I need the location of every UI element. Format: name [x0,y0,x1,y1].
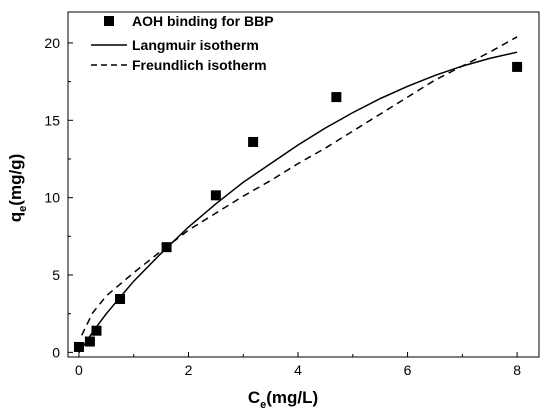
data-point-square [161,242,172,253]
y-axis: 0 5 10 15 20 [44,35,73,360]
y-tick-label: 10 [44,190,60,206]
y-tick-label: 0 [52,344,60,360]
x-axis-label: Ce(mg/L) [248,388,318,411]
freundlich-isotherm-line [81,36,518,336]
x-axis: 0 2 4 6 8 [75,352,521,378]
data-point-square [73,341,84,352]
legend-label-points: AOH binding for BBP [132,13,274,29]
x-tick-label: 0 [75,362,83,378]
x-tick-label: 2 [185,362,193,378]
legend: AOH binding for BBP Langmuir isotherm Fr… [91,13,274,73]
x-tick-label: 4 [294,362,302,378]
plot-area [73,36,523,353]
data-point-square [512,61,523,72]
plot-frame [67,11,540,358]
legend-item-points: AOH binding for BBP [104,13,274,29]
y-axis-label: qe(mg/g) [6,154,29,222]
y-tick-label: 5 [52,267,60,283]
legend-marker-square [104,16,114,26]
langmuir-isotherm-line [78,51,518,353]
y-tick-label: 15 [44,112,60,128]
data-point-square [210,190,221,201]
data-point-square [84,336,95,347]
data-point-square [91,325,102,336]
x-tick-label: 6 [404,362,412,378]
x-tick-label: 8 [513,362,521,378]
data-point-square [115,293,126,304]
data-point-square [248,136,259,147]
legend-item-freundlich: Freundlich isotherm [91,57,267,73]
y-tick-label: 20 [44,35,60,51]
legend-label-langmuir: Langmuir isotherm [132,37,259,53]
data-point-square [331,92,342,103]
legend-item-langmuir: Langmuir isotherm [91,37,259,53]
legend-label-freundlich: Freundlich isotherm [132,57,267,73]
